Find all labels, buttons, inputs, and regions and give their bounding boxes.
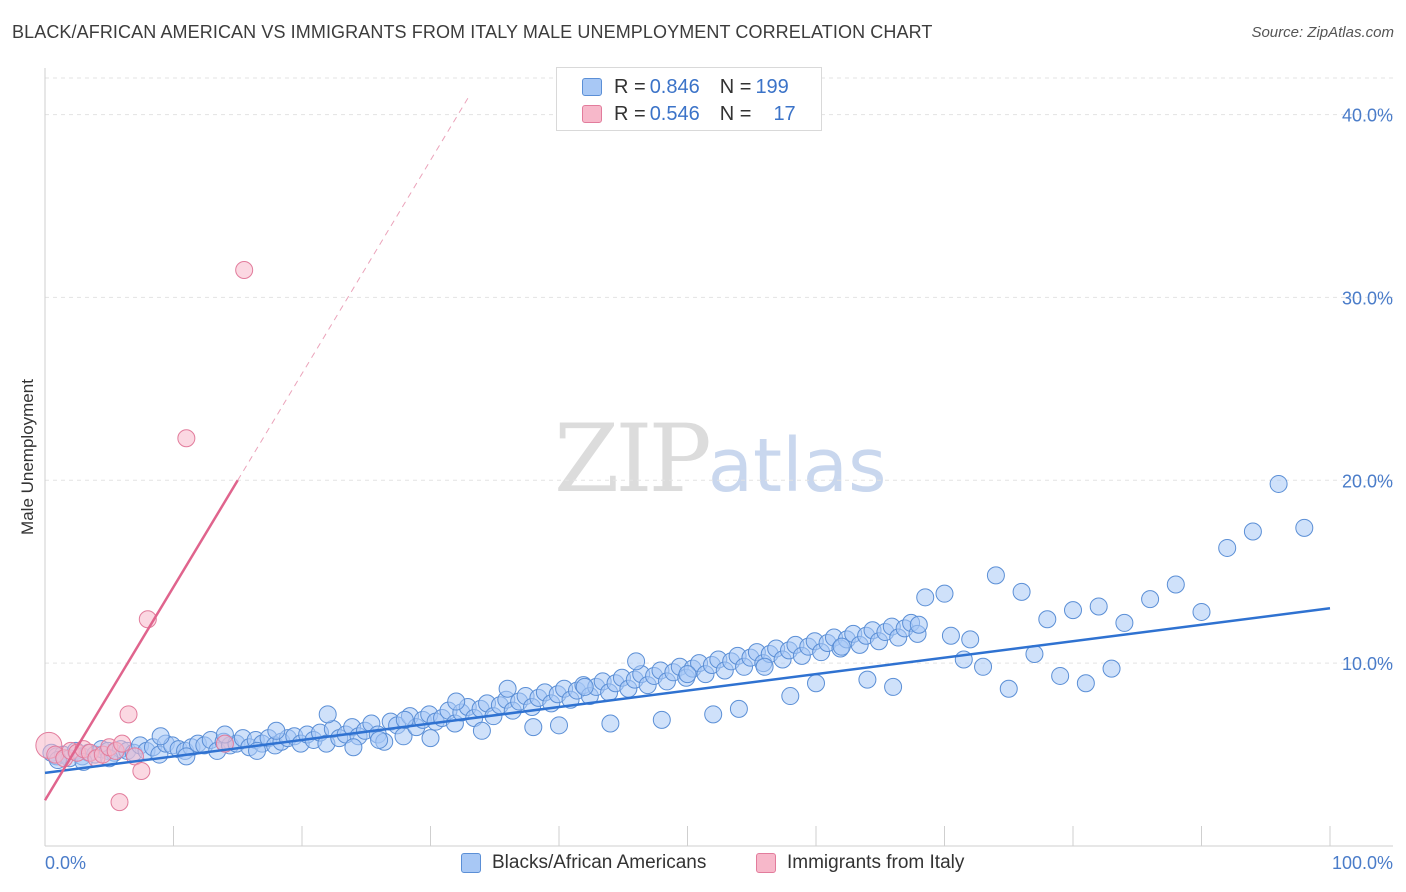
data-point-blacks	[884, 677, 903, 696]
data-point-italy	[119, 705, 138, 724]
legend-r-label: R =	[614, 102, 646, 125]
blue-series-points	[42, 474, 1314, 771]
data-point-blacks	[1038, 610, 1057, 629]
trend-extension-italy	[237, 96, 470, 481]
legend-n-label: N =	[719, 102, 752, 125]
data-point-blacks	[858, 670, 877, 689]
data-point-blacks	[472, 721, 491, 740]
data-point-blacks	[807, 674, 825, 693]
data-point-italy	[113, 734, 132, 753]
data-point-blacks	[421, 729, 440, 748]
trend-line-italy	[43, 479, 239, 801]
y-tick-label: 30.0%	[1342, 288, 1393, 308]
tick-labels: 10.0% 20.0% 30.0% 40.0% 0.0% 100.0%	[45, 106, 1393, 873]
legend-item-blacks[interactable]: Blacks/African Americans	[461, 852, 706, 874]
data-point-blacks	[1051, 666, 1070, 685]
data-point-blacks	[678, 665, 697, 684]
legend-item-italy[interactable]: Immigrants from Italy	[756, 852, 964, 874]
data-point-blacks	[1166, 575, 1185, 594]
legend-label-blacks: Blacks/African Americans	[492, 852, 707, 873]
data-point-blacks	[986, 566, 1005, 585]
data-point-italy	[110, 793, 129, 812]
data-point-blacks	[1012, 582, 1031, 601]
data-point-blacks	[1218, 538, 1237, 557]
data-point-blacks	[395, 710, 414, 729]
data-point-blacks	[370, 730, 389, 749]
data-point-blacks	[1192, 602, 1211, 621]
data-point-blacks	[729, 699, 748, 718]
y-tick-label: 20.0%	[1342, 471, 1393, 491]
watermark-zip: ZIP	[554, 405, 712, 514]
data-point-blacks	[1115, 613, 1134, 632]
data-point-blacks	[267, 721, 286, 740]
data-point-blacks	[550, 716, 568, 735]
legend-r-value: 0.846	[649, 75, 700, 98]
gridlines	[45, 77, 1393, 664]
data-point-blacks	[344, 738, 363, 757]
data-point-blacks	[1269, 474, 1288, 493]
data-point-blacks	[524, 718, 543, 737]
data-point-blacks	[704, 705, 723, 724]
data-point-blacks	[781, 687, 800, 706]
data-point-blacks	[941, 626, 960, 645]
data-point-blacks	[1141, 590, 1160, 609]
series-legend: Blacks/African Americans Immigrants from…	[0, 852, 1406, 878]
data-point-blacks	[447, 692, 466, 711]
data-point-blacks	[601, 714, 620, 733]
data-point-blacks	[1064, 601, 1082, 620]
legend-n-value: 199	[755, 75, 789, 98]
legend-n-label: N =	[719, 75, 752, 98]
data-point-italy	[177, 429, 196, 448]
legend-swatch-pink	[756, 853, 776, 873]
y-tick-label: 10.0%	[1342, 654, 1393, 674]
data-point-italy	[235, 261, 254, 279]
source-credit: Source: ZipAtlas.com	[1251, 24, 1394, 41]
data-point-blacks	[999, 679, 1018, 698]
trend-line-blacks	[44, 607, 1331, 775]
legend-r-label: R =	[614, 75, 646, 98]
watermark: ZIPatlas	[554, 405, 887, 514]
y-tick-label: 40.0%	[1342, 106, 1393, 126]
chart-title: BLACK/AFRICAN AMERICAN VS IMMIGRANTS FRO…	[12, 22, 933, 42]
data-point-blacks	[916, 588, 935, 607]
data-point-blacks	[1089, 597, 1108, 616]
x-tick-label: 100.0%	[1332, 853, 1393, 873]
legend-swatch-pink	[582, 105, 602, 123]
axes	[44, 68, 1393, 847]
data-point-italy	[132, 762, 151, 781]
data-point-italy	[215, 734, 234, 753]
stats-legend: R = 0.846 N = 199 R = 0.546 N = 17	[556, 67, 822, 131]
trend-lines	[43, 96, 1331, 801]
data-point-blacks	[575, 677, 594, 696]
data-point-blacks	[151, 727, 170, 746]
data-point-blacks	[652, 710, 671, 729]
data-point-blacks	[1295, 518, 1314, 537]
data-point-blacks	[318, 705, 337, 724]
data-point-blacks	[832, 637, 851, 656]
legend-row-blue: R = 0.846 N = 199	[582, 75, 789, 99]
data-point-blacks	[627, 652, 646, 671]
legend-swatch-blue	[461, 853, 481, 873]
legend-n-value: 17	[773, 102, 796, 125]
data-point-blacks	[935, 584, 954, 603]
legend-label-italy: Immigrants from Italy	[787, 852, 965, 873]
data-point-blacks	[755, 657, 774, 676]
data-point-blacks	[909, 615, 928, 634]
legend-row-pink: R = 0.546 N = 17	[582, 102, 796, 126]
data-point-blacks	[1243, 522, 1262, 541]
x-tick-label: 0.0%	[45, 853, 86, 873]
data-point-blacks	[1076, 674, 1095, 693]
data-point-blacks	[498, 679, 517, 698]
data-point-blacks	[961, 630, 980, 649]
watermark-atlas: atlas	[707, 423, 887, 509]
pink-series-points	[35, 261, 254, 812]
legend-swatch-blue	[582, 78, 602, 96]
data-point-blacks	[1102, 659, 1121, 678]
legend-r-value: 0.546	[649, 102, 700, 125]
data-point-blacks	[974, 657, 993, 676]
